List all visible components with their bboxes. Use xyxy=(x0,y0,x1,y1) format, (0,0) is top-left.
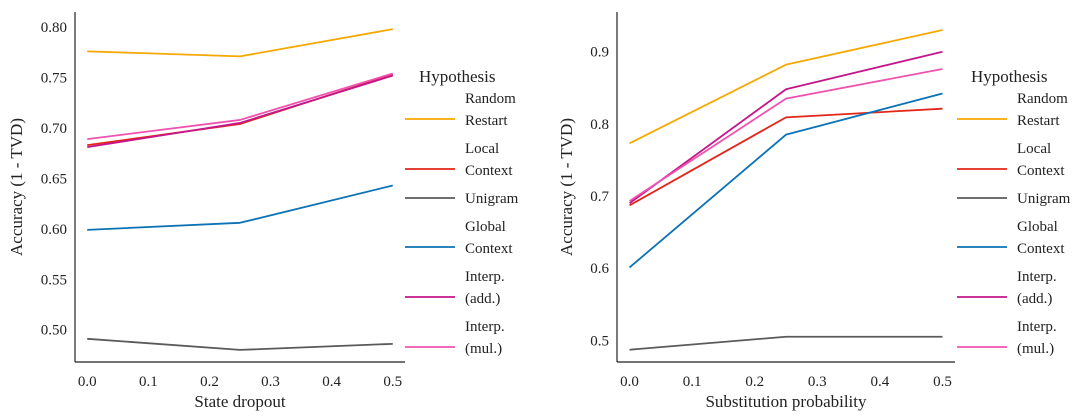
legend-label: Context xyxy=(1017,163,1065,179)
legend-item: Unigram xyxy=(957,191,1071,207)
legend-item: Random Restart xyxy=(957,91,1068,129)
series-line-6 xyxy=(87,72,394,140)
x-tick-label: 0.4 xyxy=(871,374,890,390)
legend-label: Random xyxy=(1017,91,1068,107)
x-axis-title: State dropout xyxy=(194,392,285,411)
y-tick-label: 0.70 xyxy=(41,121,67,137)
y-tick-label: 0.55 xyxy=(41,272,67,288)
legend-label: Random xyxy=(465,91,516,107)
y-tick-label: 0.75 xyxy=(41,71,67,87)
y-tick-label: 0.8 xyxy=(590,117,609,133)
legend-label: Interp. xyxy=(1017,319,1057,335)
legend-title: Hypothesis xyxy=(971,67,1048,86)
legend-item: Random Restart xyxy=(405,91,516,129)
x-tick-label: 0.5 xyxy=(933,374,952,390)
x-tick-label: 0.2 xyxy=(200,374,219,390)
legend-label: Restart xyxy=(465,113,508,129)
x-tick-label: 0.0 xyxy=(620,374,639,390)
series-line-3 xyxy=(87,337,393,351)
y-tick-label: 0.65 xyxy=(41,171,67,187)
legend-label: Local xyxy=(1017,141,1051,157)
series-line-1 xyxy=(87,28,393,58)
legend-label: Unigram xyxy=(465,191,519,207)
legend-item: Interp. (mul.) xyxy=(957,319,1057,357)
legend-item: Unigram xyxy=(405,191,519,207)
legend-item: Local Context xyxy=(957,141,1065,179)
series-line-3 xyxy=(629,335,943,351)
y-tick-label: 0.80 xyxy=(41,20,67,36)
series-line-1 xyxy=(629,29,943,145)
series-line-5 xyxy=(628,50,943,204)
legend-item: Interp. (add.) xyxy=(957,269,1057,307)
legend-label: Global xyxy=(465,219,506,235)
y-tick-label: 0.6 xyxy=(590,261,609,277)
legend-label: (mul.) xyxy=(465,341,502,357)
y-tick-label: 0.9 xyxy=(590,45,609,61)
legend-label: Context xyxy=(1017,241,1065,257)
legend-label: (mul.) xyxy=(1017,341,1054,357)
y-tick-label: 0.60 xyxy=(41,222,67,238)
y-tick-label: 0.7 xyxy=(590,189,609,205)
y-tick-label: 0.5 xyxy=(590,333,609,349)
legend-label: Local xyxy=(465,141,499,157)
x-axis-title: Substitution probability xyxy=(705,392,867,411)
series-line-2 xyxy=(629,107,943,207)
y-axis-title: Accuracy (1 - TVD) xyxy=(557,118,576,256)
legend-item: Interp. (mul.) xyxy=(405,319,505,357)
chart-1: 0.0 0.1 0.2 0.3 0.4 0.5 0.50 0.55 0.60 0.65 0.70 0.… xyxy=(7,12,519,411)
x-tick-label: 0.1 xyxy=(139,374,158,390)
legend-title: Hypothesis xyxy=(419,67,496,86)
legend-label: Unigram xyxy=(1017,191,1071,207)
y-tick-label: 0.50 xyxy=(41,323,67,339)
x-tick-label: 0.3 xyxy=(808,374,827,390)
series-line-5 xyxy=(87,74,394,149)
legend: Hypothesis Random Restart Local Context Unigr… xyxy=(957,67,1071,357)
legend-label: Context xyxy=(465,241,513,257)
x-tick-label: 0.2 xyxy=(745,374,764,390)
legend-label: Restart xyxy=(1017,113,1060,129)
chart-2: 0.0 0.1 0.2 0.3 0.4 0.5 0.5 0.6 0.7 0.8 0.9 Substit… xyxy=(557,12,1071,411)
series-line-6 xyxy=(629,68,943,202)
x-tick-label: 0.4 xyxy=(322,374,341,390)
series-line-2 xyxy=(87,73,394,147)
y-axis-title: Accuracy (1 - TVD) xyxy=(7,118,26,256)
x-tick-label: 0.5 xyxy=(383,374,402,390)
legend-item: Global Context xyxy=(405,219,513,257)
legend-label: Interp. xyxy=(465,319,505,335)
legend: Hypothesis Random Restart Local Context Unigr… xyxy=(405,67,519,357)
x-tick-label: 0.0 xyxy=(78,374,97,390)
legend-label: Interp. xyxy=(465,269,505,285)
legend-label: Context xyxy=(465,163,513,179)
series-line-4 xyxy=(628,92,943,269)
legend-item: Local Context xyxy=(405,141,513,179)
legend-label: Global xyxy=(1017,219,1058,235)
x-tick-label: 0.1 xyxy=(683,374,702,390)
legend-label: Interp. xyxy=(1017,269,1057,285)
legend-label: (add.) xyxy=(465,291,500,307)
series-line-4 xyxy=(87,184,393,231)
legend-label: (add.) xyxy=(1017,291,1052,307)
legend-item: Global Context xyxy=(957,219,1065,257)
legend-item: Interp. (add.) xyxy=(405,269,505,307)
x-tick-label: 0.3 xyxy=(261,374,280,390)
